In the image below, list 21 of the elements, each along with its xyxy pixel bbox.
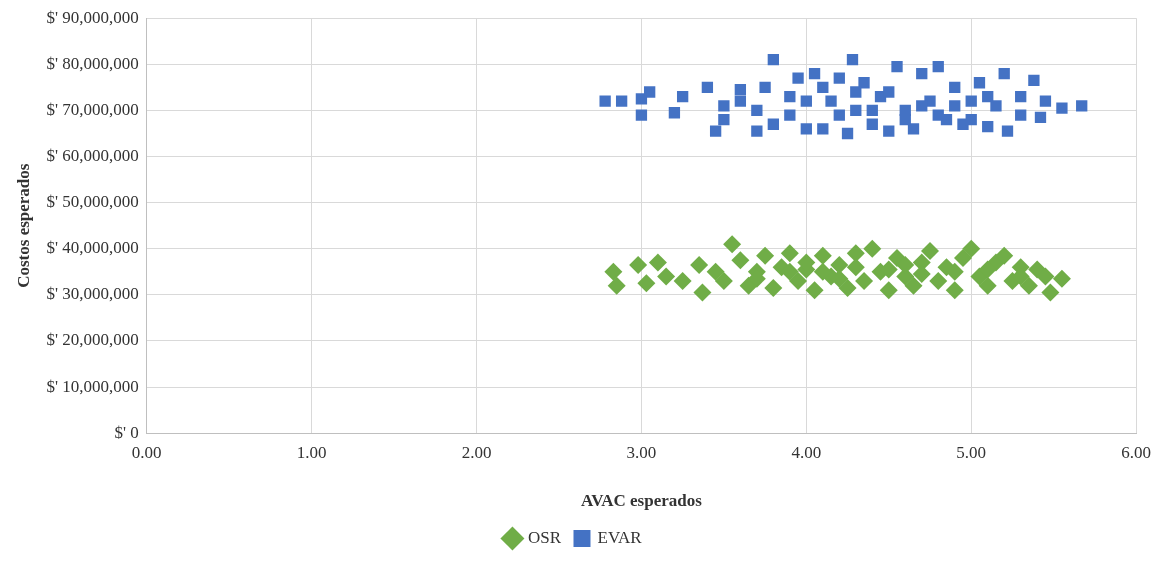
y-tick-label: $' 90,000,000 — [46, 7, 139, 27]
y-tick-label: $' 70,000,000 — [46, 99, 139, 119]
y-tick-label: $' 10,000,000 — [46, 376, 139, 396]
x-tick-label: 4.00 — [791, 442, 822, 462]
y-tick-label: $' 20,000,000 — [46, 330, 139, 350]
x-tick-label: 1.00 — [296, 442, 327, 462]
y-tick-label: $' 50,000,000 — [46, 192, 139, 212]
y-axis-title: Costos esperados — [13, 163, 33, 288]
x-tick-label: 6.00 — [1121, 442, 1151, 462]
y-tick-label: $' 60,000,000 — [46, 146, 139, 165]
x-axis-title: AVAC esperados — [581, 491, 703, 511]
legend-label: EVAR — [597, 527, 643, 547]
y-tick-label: $' 80,000,000 — [46, 53, 139, 73]
legend-label: OSR — [527, 527, 562, 547]
x-tick-label: 2.00 — [461, 442, 492, 462]
x-tick-label: 3.00 — [626, 442, 657, 462]
y-tick-label: $' 0 — [114, 422, 139, 442]
y-tick-label: $' 40,000,000 — [46, 238, 139, 258]
x-tick-label: 5.00 — [956, 442, 987, 462]
y-tick-label: $' 30,000,000 — [46, 284, 139, 304]
x-tick-label: 0.00 — [131, 442, 162, 462]
